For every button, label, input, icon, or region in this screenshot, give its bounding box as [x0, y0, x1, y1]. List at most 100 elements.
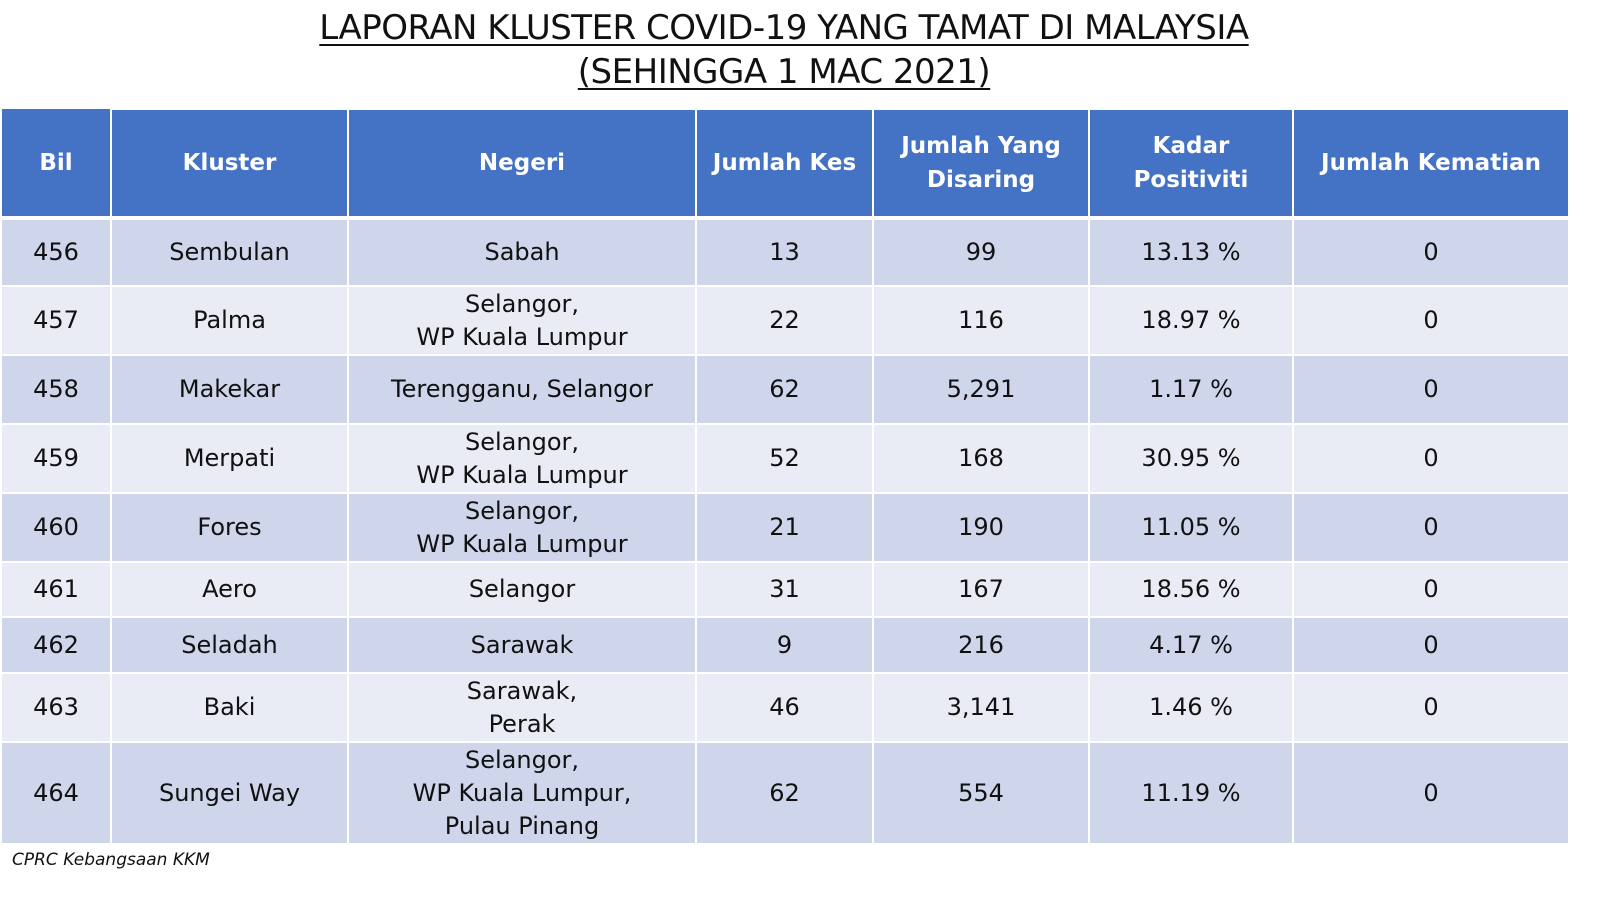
- cell-kluster: Makekar: [110, 354, 349, 425]
- cell-bil: 463: [0, 672, 112, 743]
- cell-negeri-line: Selangor,: [465, 427, 579, 456]
- cell-negeri-line: WP Kuala Lumpur: [416, 322, 628, 351]
- cell-negeri-line: Sarawak: [470, 630, 574, 659]
- cell-jumlah-disaring: 216: [872, 616, 1090, 674]
- cell-negeri-line: Sabah: [484, 238, 560, 266]
- cell-jumlah-disaring: 99: [872, 217, 1090, 287]
- cell-negeri: Selangor, WP Kuala Lumpur: [347, 285, 697, 356]
- cell-jumlah-disaring: 5,291: [872, 354, 1090, 425]
- cell-bil: 464: [0, 741, 112, 845]
- cell-negeri-line: Selangor,: [465, 745, 579, 774]
- cell-kluster: Baki: [110, 672, 349, 743]
- cell-bil: 456: [0, 217, 112, 287]
- cell-kluster: Fores: [110, 492, 349, 563]
- cell-kadar-positiviti: 11.05 %: [1088, 492, 1294, 563]
- table-row: 463 Baki Sarawak, Perak 46 3,141 1.46 % …: [0, 672, 1570, 743]
- cell-jumlah-kematian: 0: [1292, 616, 1570, 674]
- cell-negeri-line: Sarawak,: [466, 676, 578, 705]
- cell-negeri-line: Pulau Pinang: [444, 811, 600, 840]
- cell-jumlah-kematian: 0: [1292, 492, 1570, 563]
- cell-jumlah-kes: 46: [695, 672, 874, 743]
- cluster-table: Bil Kluster Negeri Jumlah Kes Jumlah Yan…: [0, 108, 1570, 845]
- cell-kluster: Sungei Way: [110, 741, 349, 845]
- cell-bil: 458: [0, 354, 112, 425]
- cell-jumlah-kes: 13: [695, 217, 874, 287]
- cell-bil: 462: [0, 616, 112, 674]
- header-kadar-positiviti: Kadar Positiviti: [1088, 108, 1294, 219]
- table-row: 461 Aero Selangor 31 167 18.56 % 0: [0, 561, 1570, 618]
- cell-kluster: Merpati: [110, 423, 349, 494]
- cell-jumlah-kes: 52: [695, 423, 874, 494]
- cell-kadar-positiviti: 1.46 %: [1088, 672, 1294, 743]
- cell-kluster: Palma: [110, 285, 349, 356]
- cell-jumlah-disaring: 167: [872, 561, 1090, 618]
- report-title: LAPORAN KLUSTER COVID-19 YANG TAMAT DI M…: [0, 6, 1568, 94]
- header-jumlah-kes: Jumlah Kes: [695, 108, 874, 219]
- table-row: 464 Sungei Way Selangor, WP Kuala Lumpur…: [0, 741, 1570, 845]
- header-negeri: Negeri: [347, 108, 697, 219]
- report-title-line-1: LAPORAN KLUSTER COVID-19 YANG TAMAT DI M…: [319, 8, 1249, 48]
- cell-jumlah-kematian: 0: [1292, 354, 1570, 425]
- cell-jumlah-kes: 31: [695, 561, 874, 618]
- cell-kluster: Sembulan: [110, 217, 349, 287]
- cell-jumlah-kes: 21: [695, 492, 874, 563]
- cell-negeri-line: Selangor,: [465, 289, 579, 318]
- table-row: 462 Seladah Sarawak 9 216 4.17 % 0: [0, 616, 1570, 674]
- cell-negeri-line: WP Kuala Lumpur: [416, 460, 628, 489]
- header-jumlah-disaring: Jumlah Yang Disaring: [872, 108, 1090, 219]
- cell-kluster: Seladah: [110, 616, 349, 674]
- cell-jumlah-disaring: 116: [872, 285, 1090, 356]
- source-note: CPRC Kebangsaan KKM: [12, 850, 210, 870]
- cell-jumlah-kes: 62: [695, 741, 874, 845]
- table-row: 460 Fores Selangor, WP Kuala Lumpur 21 1…: [0, 492, 1570, 563]
- header-jumlah-disaring-line-2: Disaring: [926, 167, 1036, 193]
- cell-negeri-line: Perak: [488, 709, 556, 738]
- table-header-row: Bil Kluster Negeri Jumlah Kes Jumlah Yan…: [0, 108, 1570, 219]
- header-kluster: Kluster: [110, 108, 349, 219]
- cell-jumlah-kes: 9: [695, 616, 874, 674]
- cell-negeri: Selangor, WP Kuala Lumpur: [347, 423, 697, 494]
- cell-negeri-line: WP Kuala Lumpur: [416, 529, 628, 558]
- cell-jumlah-disaring: 3,141: [872, 672, 1090, 743]
- cell-jumlah-disaring: 190: [872, 492, 1090, 563]
- cell-kluster: Aero: [110, 561, 349, 618]
- cell-negeri-line: Selangor: [468, 575, 576, 603]
- cell-negeri: Sabah: [347, 217, 697, 287]
- cell-negeri: Terengganu, Selangor: [347, 354, 697, 425]
- header-bil: Bil: [0, 109, 112, 219]
- cell-jumlah-disaring: 554: [872, 741, 1090, 845]
- cell-jumlah-kes: 22: [695, 285, 874, 356]
- cell-negeri: Selangor, WP Kuala Lumpur, Pulau Pinang: [347, 741, 697, 845]
- table-row: 456 Sembulan Sabah 13 99 13.13 % 0: [0, 217, 1570, 287]
- cell-kadar-positiviti: 18.97 %: [1088, 285, 1294, 356]
- cell-kadar-positiviti: 18.56 %: [1088, 561, 1294, 618]
- cell-negeri: Selangor: [347, 561, 697, 618]
- cell-bil: 459: [0, 423, 112, 494]
- cell-negeri: Sarawak: [347, 616, 697, 674]
- cell-negeri: Sarawak, Perak: [347, 672, 697, 743]
- cell-jumlah-kematian: 0: [1292, 285, 1570, 356]
- header-jumlah-kematian: Jumlah Kematian: [1292, 108, 1570, 219]
- header-jumlah-disaring-line-1: Jumlah Yang: [901, 133, 1061, 159]
- table-row: 457 Palma Selangor, WP Kuala Lumpur 22 1…: [0, 285, 1570, 356]
- cell-bil: 460: [0, 492, 112, 563]
- cell-negeri-line: WP Kuala Lumpur,: [412, 778, 632, 807]
- cell-negeri-line: Terengganu, Selangor: [391, 375, 653, 403]
- cell-jumlah-disaring: 168: [872, 423, 1090, 494]
- cell-bil: 457: [0, 285, 112, 356]
- table-row: 459 Merpati Selangor, WP Kuala Lumpur 52…: [0, 423, 1570, 494]
- cell-kadar-positiviti: 1.17 %: [1088, 354, 1294, 425]
- cell-jumlah-kes: 62: [695, 354, 874, 425]
- cell-jumlah-kematian: 0: [1292, 217, 1570, 287]
- table-body: 456 Sembulan Sabah 13 99 13.13 % 0 457 P…: [0, 217, 1570, 845]
- cell-negeri: Selangor, WP Kuala Lumpur: [347, 492, 697, 563]
- table-row: 458 Makekar Terengganu, Selangor 62 5,29…: [0, 354, 1570, 425]
- cell-kadar-positiviti: 4.17 %: [1088, 616, 1294, 674]
- cell-kadar-positiviti: 11.19 %: [1088, 741, 1294, 845]
- cell-jumlah-kematian: 0: [1292, 561, 1570, 618]
- cell-jumlah-kematian: 0: [1292, 672, 1570, 743]
- cell-kadar-positiviti: 13.13 %: [1088, 217, 1294, 287]
- cell-negeri-line: Selangor,: [465, 496, 579, 525]
- report-title-line-2: (SEHINGGA 1 MAC 2021): [577, 52, 991, 92]
- cell-bil: 461: [0, 561, 112, 618]
